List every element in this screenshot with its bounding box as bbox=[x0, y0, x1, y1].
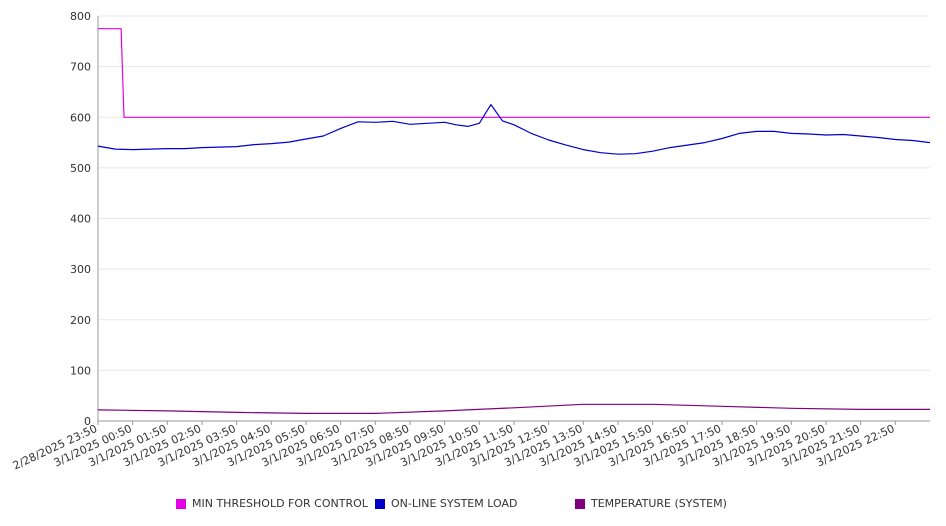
legend-swatch-min-threshold bbox=[176, 498, 186, 509]
y-axis-ticks: 0 100 200 300 400 500 600 700 800 bbox=[70, 10, 91, 428]
y-tick-label: 500 bbox=[70, 162, 91, 175]
y-tick-label: 800 bbox=[70, 10, 91, 23]
legend-label-system-load: ON-LINE SYSTEM LOAD bbox=[391, 497, 518, 510]
legend-swatch-temperature bbox=[575, 498, 585, 509]
y-tick-label: 200 bbox=[70, 314, 91, 327]
y-tick-label: 300 bbox=[70, 263, 91, 276]
series-line-min-threshold bbox=[98, 28, 930, 118]
legend: MIN THRESHOLD FOR CONTROL ON-LINE SYSTEM… bbox=[0, 497, 946, 515]
y-tick-label: 0 bbox=[84, 415, 91, 428]
legend-swatch-system-load bbox=[375, 498, 385, 509]
legend-label-min-threshold: MIN THRESHOLD FOR CONTROL bbox=[192, 497, 368, 510]
grid-lines bbox=[98, 15, 930, 371]
legend-item-min-threshold[interactable]: MIN THRESHOLD FOR CONTROL bbox=[176, 497, 368, 510]
series-line-system-load bbox=[97, 103, 931, 155]
legend-label-temperature: TEMPERATURE (SYSTEM) bbox=[591, 497, 727, 510]
y-tick-label: 100 bbox=[70, 364, 91, 377]
y-tick-label: 600 bbox=[70, 111, 91, 124]
y-tick-label: 400 bbox=[70, 213, 91, 226]
series-line-temperature bbox=[97, 403, 930, 414]
y-tick-label: 700 bbox=[70, 61, 91, 74]
x-axis-ticks: 2/28/2025 23:503/1/2025 00:503/1/2025 01… bbox=[11, 421, 897, 472]
series-lines bbox=[97, 28, 931, 414]
legend-item-temperature[interactable]: TEMPERATURE (SYSTEM) bbox=[575, 497, 727, 510]
legend-item-system-load[interactable]: ON-LINE SYSTEM LOAD bbox=[375, 497, 517, 510]
